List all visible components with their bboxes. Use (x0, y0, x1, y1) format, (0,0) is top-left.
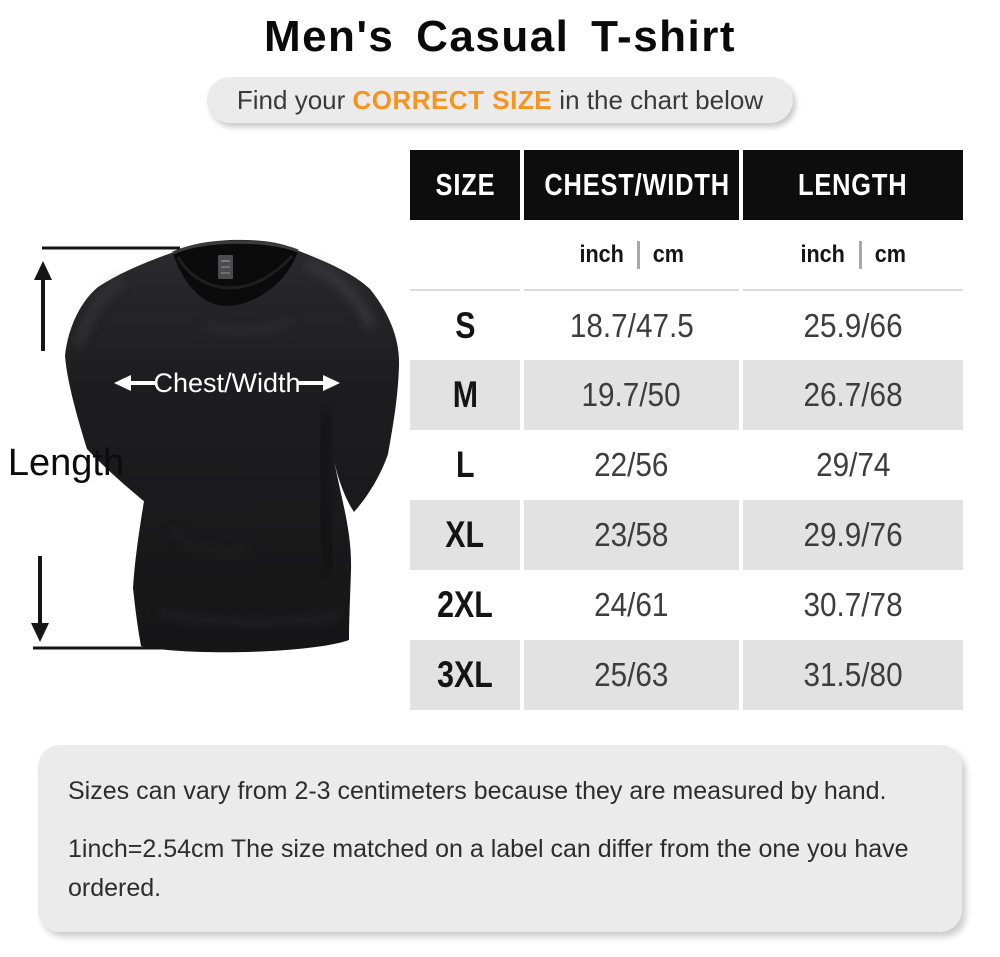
chest-width-label: Chest/Width (153, 368, 300, 398)
table-row-xl: XL 23/58 29.9/76 (410, 500, 963, 570)
length-cell: 25.9/66 (739, 290, 963, 360)
note-line-2: 1inch=2.54cm The size matched on a label… (68, 835, 909, 902)
chest-cell: 18.7/47.5 (520, 290, 741, 360)
chest-cell: 22/56 (520, 430, 741, 500)
chest-cell: 23/58 (520, 500, 741, 570)
unit-separator (637, 240, 641, 269)
arrow-left-head (114, 375, 131, 391)
length-label: Length (10, 442, 124, 484)
size-cell: L (410, 430, 522, 500)
length-cell: 26.7/68 (739, 360, 963, 430)
chest-cell: 24/61 (520, 570, 741, 640)
size-cell: 3XL (410, 640, 522, 710)
chest-width-arrow: Chest/Width (114, 368, 340, 398)
table-row-l: L 22/56 29/74 (410, 430, 963, 500)
col-header-size: SIZE (410, 150, 522, 220)
table-row-m: M 19.7/50 26.7/68 (410, 360, 963, 430)
length-cell: 29/74 (739, 430, 963, 500)
length-cell: 30.7/78 (739, 570, 963, 640)
col-header-chest: CHEST/WIDTH (520, 150, 741, 220)
arrow-right-head (323, 375, 340, 391)
size-table: SIZE CHEST/WIDTH LENGTH inch cm inch cm S … (410, 150, 963, 710)
find-size-banner: Find your CORRECT SIZE in the chart belo… (206, 77, 794, 123)
banner-text-suffix: in the chart below (552, 84, 764, 115)
page-title: Men's Casual T-shirt (263, 12, 737, 61)
size-cell: XL (410, 500, 522, 570)
table-row-2xl: 2XL 24/61 30.7/78 (410, 570, 963, 640)
banner-highlight: CORRECT SIZE (352, 84, 553, 115)
note-panel: Sizes can vary from 2-3 centimeters beca… (38, 745, 962, 932)
length-indicator: Length (10, 246, 195, 650)
note-line-1: Sizes can vary from 2-3 centimeters beca… (68, 777, 887, 805)
length-cell: 29.9/76 (739, 500, 963, 570)
tshirt-graphic (65, 239, 400, 653)
table-row-s: S 18.7/47.5 25.9/66 (410, 290, 963, 360)
tshirt-measurement-diagram: Chest/Width Length (10, 239, 400, 653)
unit-cell-length: inch cm (739, 220, 963, 291)
unit-row: inch cm inch cm (410, 220, 963, 291)
size-cell: 2XL (410, 570, 522, 640)
unit-cell-chest: inch cm (520, 220, 741, 291)
unit-cell-empty (410, 220, 522, 291)
size-table-header-row: SIZE CHEST/WIDTH LENGTH (410, 150, 963, 220)
neck-label-tag (218, 255, 233, 279)
size-cell: M (410, 360, 522, 430)
size-cell: S (410, 290, 522, 360)
col-header-length: LENGTH (739, 150, 963, 220)
length-cell: 31.5/80 (739, 640, 963, 710)
table-row-3xl: 3XL 25/63 31.5/80 (410, 640, 963, 710)
chest-cell: 19.7/50 (520, 360, 741, 430)
chest-cell: 25/63 (520, 640, 741, 710)
unit-separator (858, 240, 862, 269)
banner-text-prefix: Find your (236, 84, 353, 115)
